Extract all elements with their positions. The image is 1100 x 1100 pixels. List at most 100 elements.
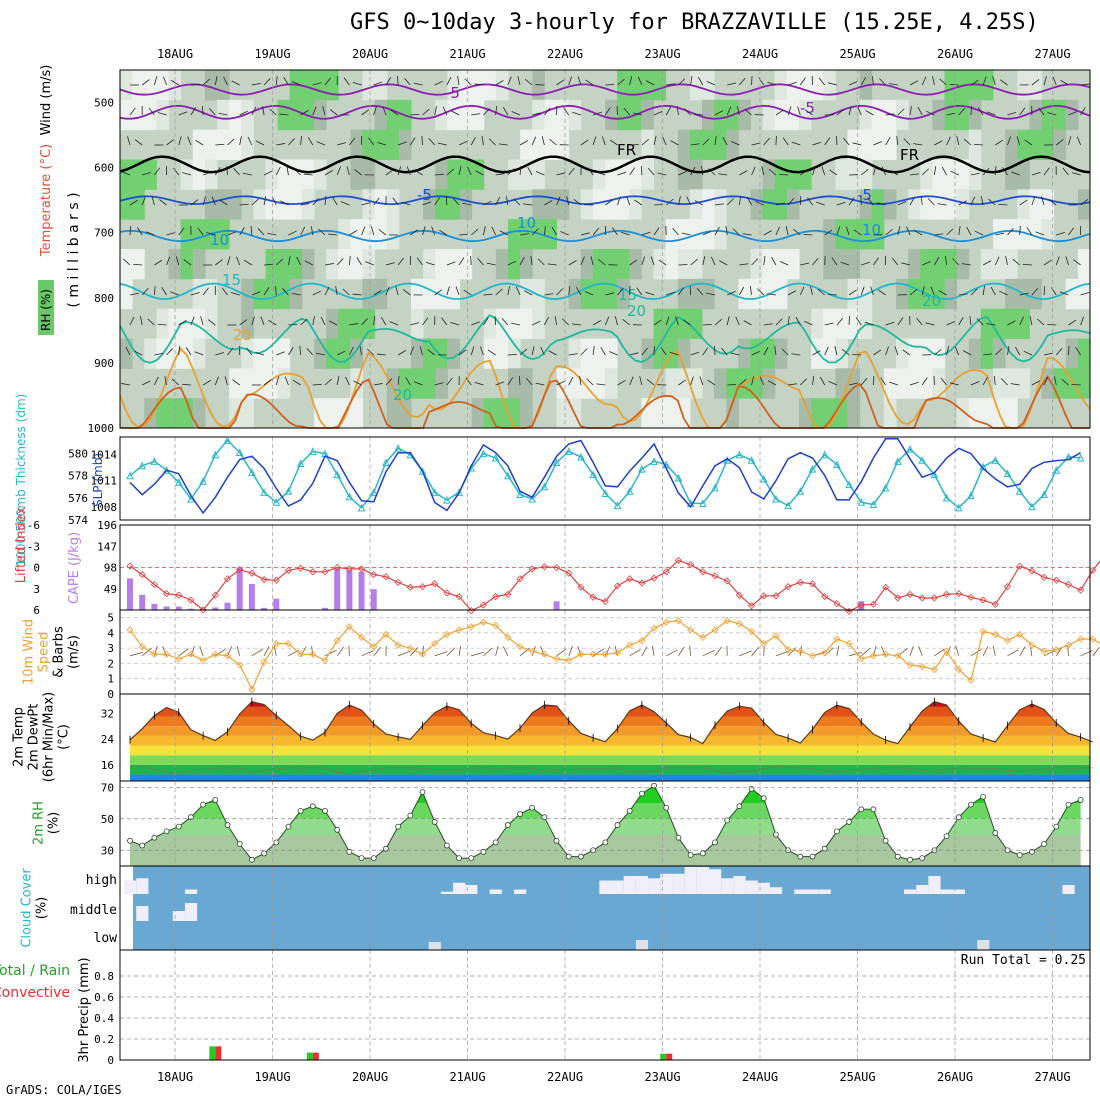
rh-point [139,842,146,849]
wind-barb [800,169,808,176]
thickness-point [248,468,256,476]
wind-barb [939,78,947,86]
wind-barb [690,376,694,386]
wind-barb [239,110,248,116]
wind-barb [182,172,192,176]
rh-cell [495,338,509,369]
lifted-index-point [345,565,353,573]
wind-barb [974,230,984,236]
wind-barb [519,140,528,146]
wind-barb [467,166,472,176]
rh-cell [459,70,473,101]
wind-barb [547,263,557,266]
wind-barb [377,141,387,146]
rh-cell [204,70,218,101]
wind-barb [800,262,810,266]
lifted-index-point [248,569,256,577]
rh-cell [835,219,848,250]
wind-speed-point [711,626,719,634]
wind-barb [288,256,291,266]
wind-barb [349,137,356,146]
wind-barb-10m [1043,649,1056,657]
rh-point [870,806,877,813]
tick-label: 578 [68,470,88,483]
wind-barb [584,291,594,296]
cape-bar [358,571,365,610]
thickness-point [954,503,963,512]
rh-cell [592,338,606,369]
wind-barb-10m [873,645,877,656]
rh-cell [532,308,545,339]
wind-barb [324,196,327,206]
wind-barb-10m [678,646,685,657]
thickness-point [491,453,500,462]
wind-barb [127,136,131,146]
wind-speed-point [882,650,890,658]
temperature-contour [119,314,1091,364]
rh-cell [1041,368,1055,399]
wind-barb [380,317,387,326]
wind-barb [922,261,931,266]
wind-barb [998,203,1008,206]
wind-barb [479,346,484,356]
rh-cell [180,398,194,429]
rh-point [529,804,536,811]
tick-label: 98 [104,562,117,575]
rh-cell [932,278,945,310]
wind-barb [1065,256,1069,266]
wind-barb [227,231,237,236]
thickness-point [601,489,610,497]
temperature-contour [119,155,1091,174]
rh-point [809,853,816,860]
wind-barb [507,286,511,296]
temp-band [130,706,1090,717]
rh-legend-swatch [38,280,54,335]
thickness-point [711,483,719,492]
wind-barb [937,203,947,206]
wind-barb-10m [502,646,509,656]
lifted-index-point [942,590,951,598]
rh-point [894,853,901,860]
wind-barb [763,346,769,356]
rh-cell [847,129,861,160]
rh-cell [447,99,460,131]
rh-cell [883,398,897,429]
rh-cell [495,398,509,429]
wind-barb [1002,167,1008,176]
rh-cell [883,129,897,160]
rh-point [456,855,462,862]
wind-barb [495,80,504,86]
axis-label: (6hr Min/Max) [42,692,57,782]
rh-point [602,839,609,846]
wind-barb [1043,167,1050,176]
rh-cell [362,70,376,101]
wind-barb [214,167,221,176]
wind-barb [458,257,465,266]
rh-cell [277,278,291,310]
wind-barb [585,79,594,86]
rh-cell [629,70,642,101]
wind-barb [133,263,143,266]
temp-band [130,735,1090,746]
rh-cell [580,249,594,280]
wind-barb [706,80,716,86]
wind-barb [365,261,374,266]
wind-barb [483,108,490,116]
rh-point [578,853,584,860]
rh-cell [423,278,436,310]
wind-barb [361,226,366,236]
rh-point [943,833,950,839]
wind-barb [982,167,990,176]
lifted-index-point [284,566,293,574]
wind-barb [637,76,643,86]
wind-barb [218,112,228,116]
wind-barb [986,111,996,116]
wind-barb [683,108,691,116]
rh-cell [799,398,812,429]
wind-barb [187,136,192,146]
wind-barb [579,376,582,386]
wind-barb [531,228,539,236]
wind-barb [857,106,862,116]
rh-cell [702,189,715,220]
